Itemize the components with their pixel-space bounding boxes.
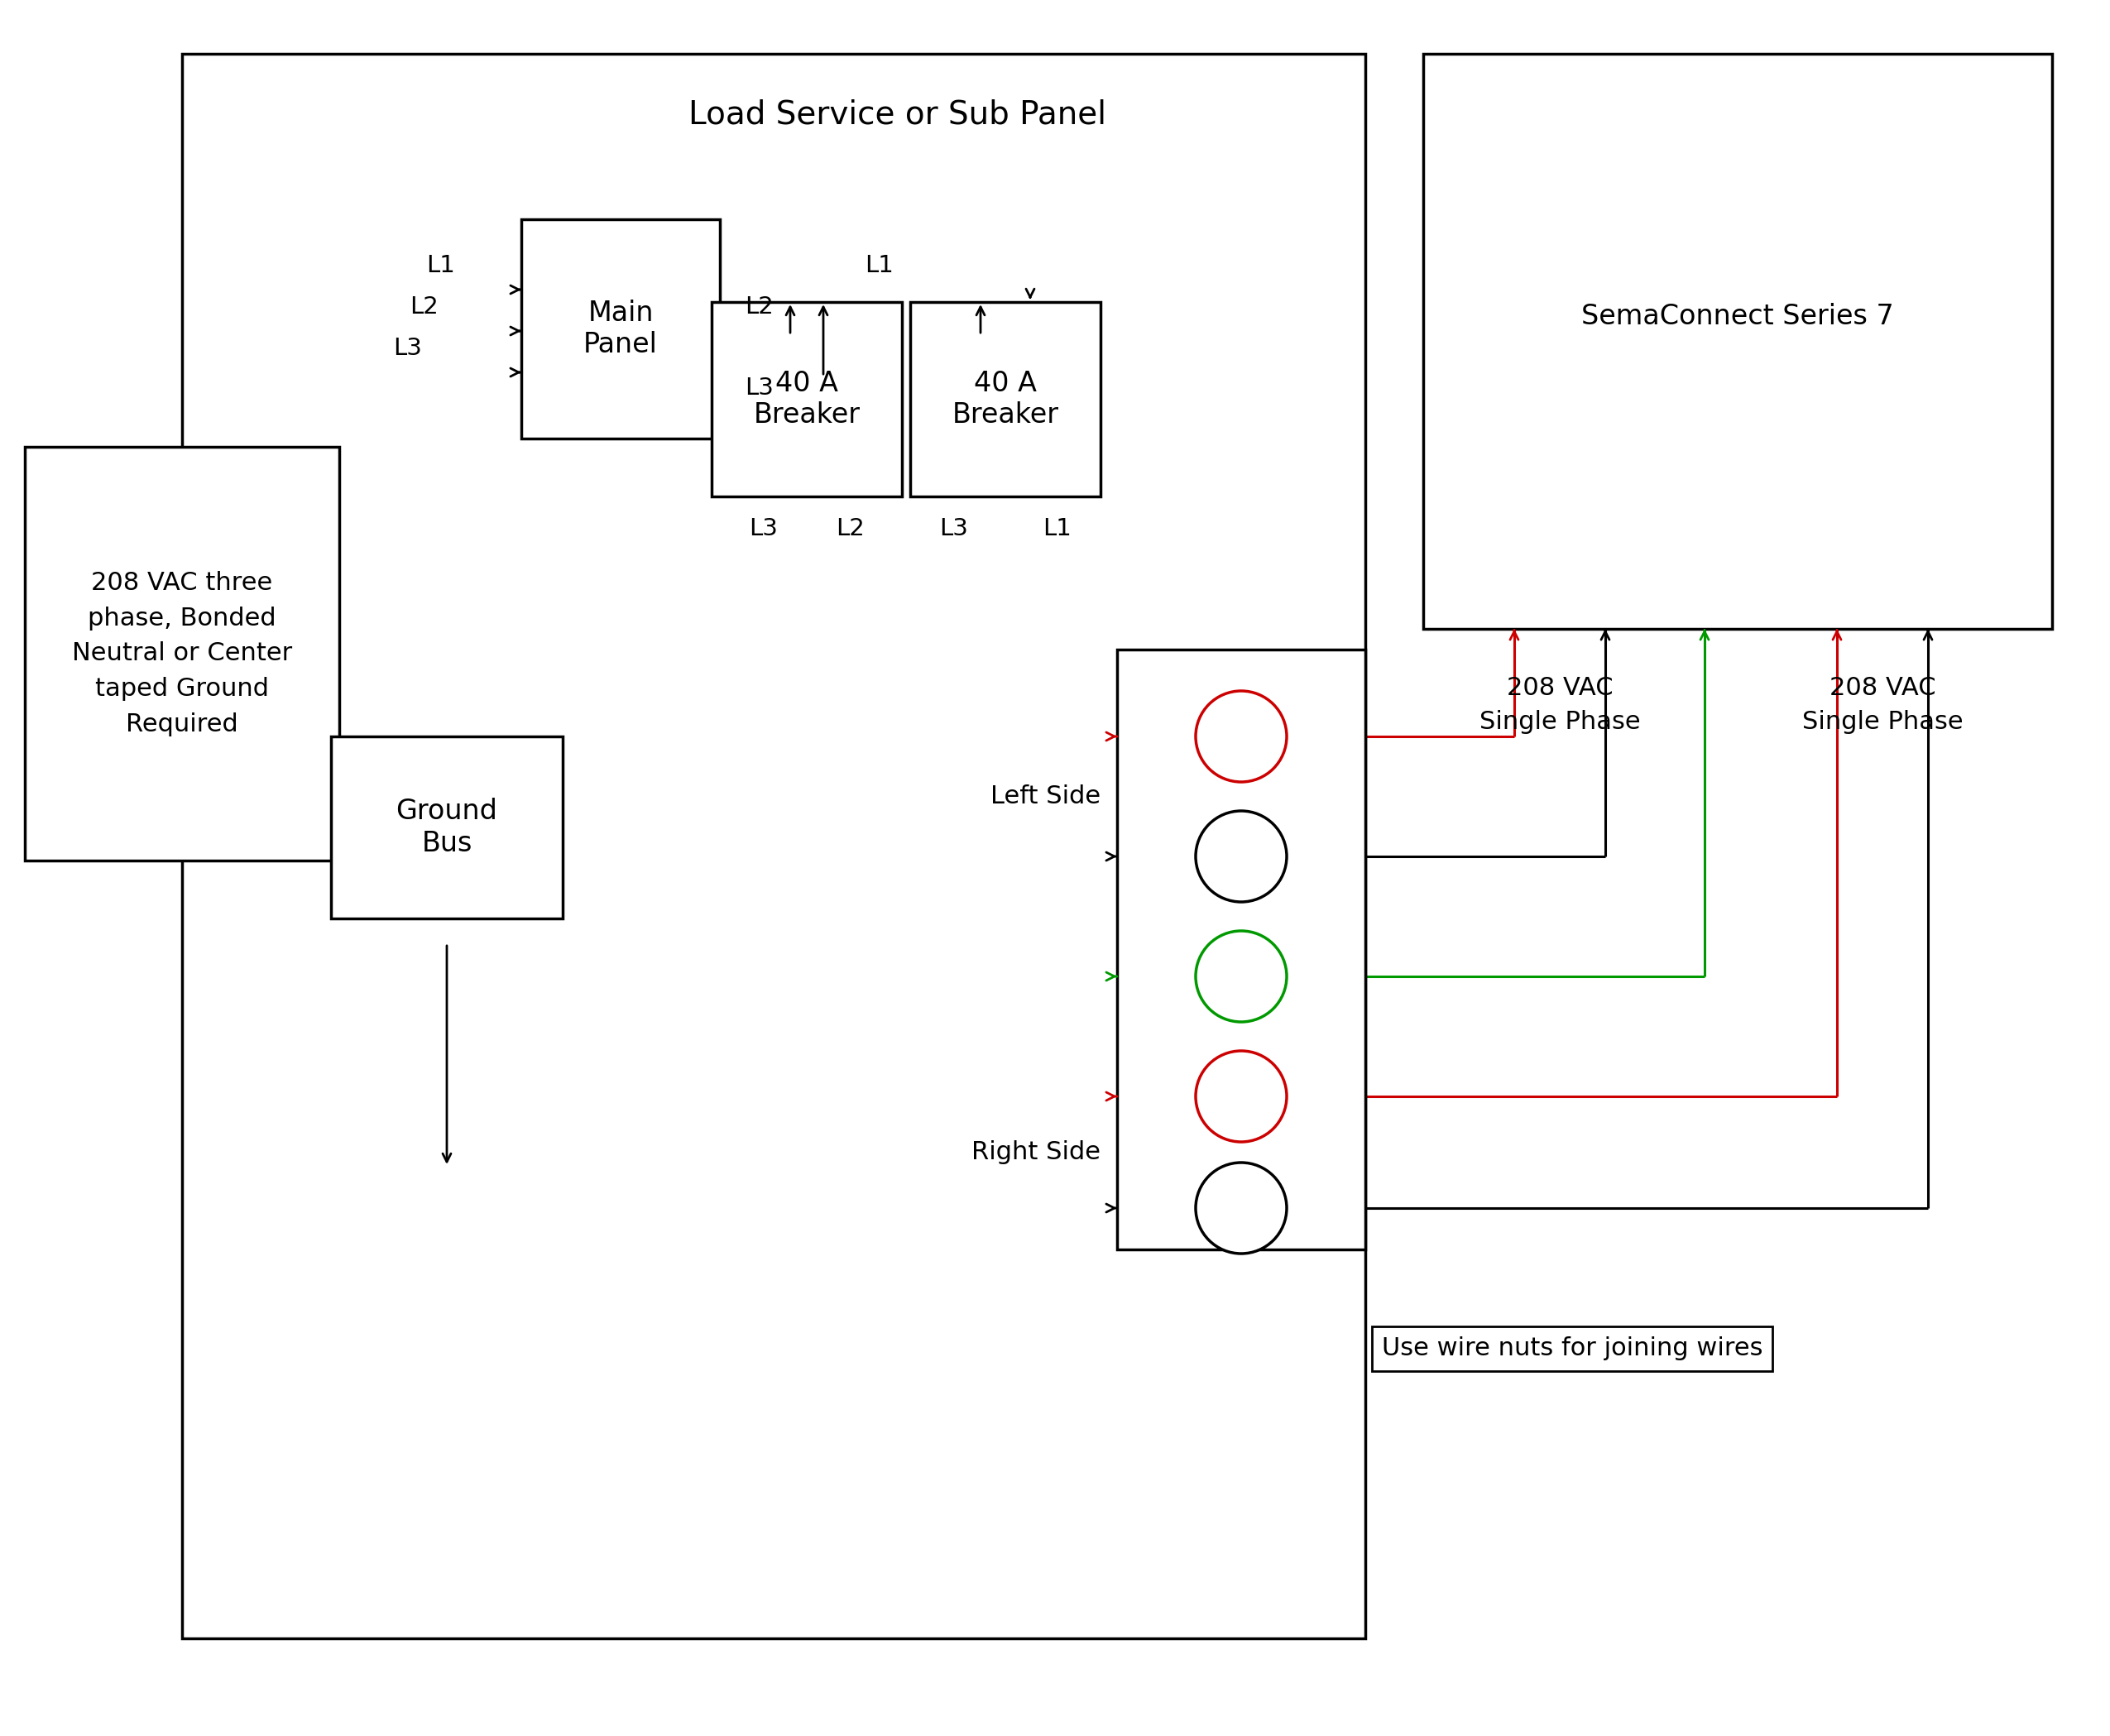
Text: L1: L1 bbox=[865, 253, 893, 278]
Circle shape bbox=[1196, 1163, 1287, 1253]
Bar bbox=[181, 54, 1365, 1639]
Bar bbox=[711, 302, 901, 496]
Text: L3: L3 bbox=[749, 517, 779, 540]
Text: L1: L1 bbox=[426, 253, 456, 278]
Circle shape bbox=[1196, 811, 1287, 903]
Bar bbox=[1424, 54, 2053, 628]
Text: 40 A
Breaker: 40 A Breaker bbox=[952, 370, 1059, 429]
Text: L3: L3 bbox=[745, 377, 774, 399]
Text: Main
Panel: Main Panel bbox=[582, 299, 658, 358]
Text: 208 VAC
Single Phase: 208 VAC Single Phase bbox=[1479, 677, 1639, 734]
Text: L2: L2 bbox=[836, 517, 865, 540]
Text: SemaConnect Series 7: SemaConnect Series 7 bbox=[1580, 302, 1895, 330]
Circle shape bbox=[1196, 691, 1287, 781]
Text: 208 VAC
Single Phase: 208 VAC Single Phase bbox=[1802, 677, 1962, 734]
Bar bbox=[909, 302, 1101, 496]
Bar bbox=[331, 736, 563, 918]
Bar bbox=[25, 446, 340, 861]
Text: L2: L2 bbox=[745, 295, 774, 319]
Text: Load Service or Sub Panel: Load Service or Sub Panel bbox=[688, 99, 1108, 130]
Bar bbox=[1116, 649, 1365, 1250]
Text: L1: L1 bbox=[1042, 517, 1072, 540]
Text: L3: L3 bbox=[939, 517, 968, 540]
Text: 40 A
Breaker: 40 A Breaker bbox=[753, 370, 861, 429]
Bar bbox=[521, 219, 720, 439]
Text: 208 VAC three
phase, Bonded
Neutral or Center
taped Ground
Required: 208 VAC three phase, Bonded Neutral or C… bbox=[72, 571, 291, 736]
Text: L3: L3 bbox=[392, 337, 422, 359]
Circle shape bbox=[1196, 1050, 1287, 1142]
Circle shape bbox=[1196, 930, 1287, 1023]
Text: Ground
Bus: Ground Bus bbox=[397, 799, 498, 858]
Text: L2: L2 bbox=[409, 295, 439, 319]
Text: Right Side: Right Side bbox=[971, 1141, 1101, 1165]
Text: Left Side: Left Side bbox=[990, 785, 1101, 809]
Text: Use wire nuts for joining wires: Use wire nuts for joining wires bbox=[1382, 1337, 1762, 1361]
